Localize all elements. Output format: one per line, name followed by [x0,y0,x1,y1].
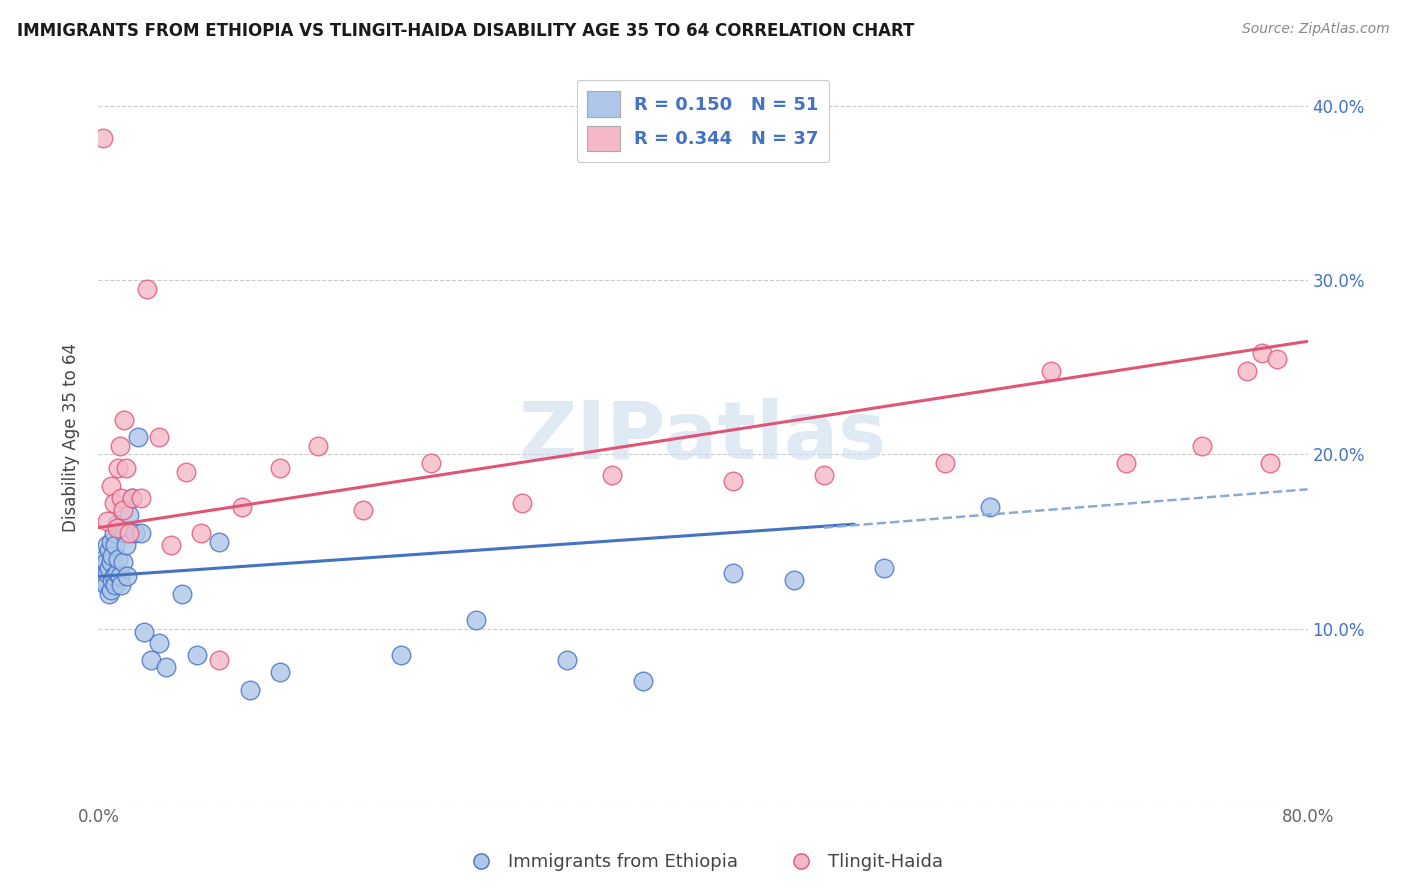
Point [420,456,443,470]
Point [129,525,152,540]
Point [1191,439,1213,453]
Point [1236,364,1258,378]
Point [555,653,578,667]
Point [118,525,141,540]
Point [186,648,208,662]
Point [1258,456,1281,470]
Point [103,569,125,583]
Point [107,461,129,475]
Point [103,496,125,510]
Point [105,521,128,535]
Point [94,556,117,570]
Point [91,130,114,145]
Point [90,569,112,583]
Point [104,578,127,592]
Point [141,653,163,667]
Point [269,665,291,680]
Point [1267,351,1289,366]
Point [127,430,149,444]
Point [110,491,132,505]
Point [96,566,118,580]
Point [101,573,124,587]
Point [96,514,118,528]
Point [100,479,122,493]
Point [118,508,141,523]
Point [1251,346,1274,360]
Point [100,534,122,549]
Point [112,412,135,426]
Point [465,613,488,627]
Point [114,461,136,475]
Point [100,556,122,570]
Point [96,538,118,552]
Text: ZIPatlas: ZIPatlas [519,398,887,476]
Point [110,578,132,592]
Point [307,439,329,453]
Point [103,525,125,540]
Point [602,468,624,483]
Point [934,456,956,470]
Point [239,682,262,697]
Point [111,556,134,570]
Point [121,491,143,505]
Point [111,503,134,517]
Point [208,534,231,549]
Legend: R = 0.150   N = 51, R = 0.344   N = 37: R = 0.150 N = 51, R = 0.344 N = 37 [576,80,830,162]
Point [98,587,121,601]
Point [129,491,152,505]
Point [112,525,135,540]
Point [132,625,155,640]
Point [1115,456,1137,470]
Point [352,503,374,517]
Y-axis label: Disability Age 35 to 64: Disability Age 35 to 64 [62,343,80,532]
Point [108,439,131,453]
Point [115,569,138,583]
Point [783,573,806,587]
Point [98,543,121,558]
Point [723,474,745,488]
Point [105,566,128,580]
Point [631,673,654,688]
Point [873,560,896,574]
Point [148,635,170,649]
Point [979,500,1001,514]
Point [121,491,143,505]
Point [93,552,115,566]
Point [94,578,117,592]
Point [101,549,124,563]
Point [93,573,115,587]
Point [98,560,121,574]
Point [170,587,193,601]
Point [105,517,128,532]
Point [104,538,127,552]
Point [208,653,231,667]
Point [107,552,129,566]
Point [231,500,253,514]
Point [190,525,212,540]
Point [124,525,146,540]
Point [174,465,197,479]
Point [114,538,136,552]
Point [148,430,170,444]
Point [269,461,291,475]
Point [91,560,114,574]
Legend: Immigrants from Ethiopia, Tlingit-Haida: Immigrants from Ethiopia, Tlingit-Haida [456,847,950,879]
Text: Source: ZipAtlas.com: Source: ZipAtlas.com [1241,22,1389,37]
Point [135,282,157,296]
Point [108,569,131,583]
Point [160,538,183,552]
Point [155,660,177,674]
Point [723,566,745,580]
Point [813,468,835,483]
Point [389,648,412,662]
Point [510,496,533,510]
Point [100,583,122,598]
Text: IMMIGRANTS FROM ETHIOPIA VS TLINGIT-HAIDA DISABILITY AGE 35 TO 64 CORRELATION CH: IMMIGRANTS FROM ETHIOPIA VS TLINGIT-HAID… [17,22,914,40]
Point [1039,364,1062,378]
